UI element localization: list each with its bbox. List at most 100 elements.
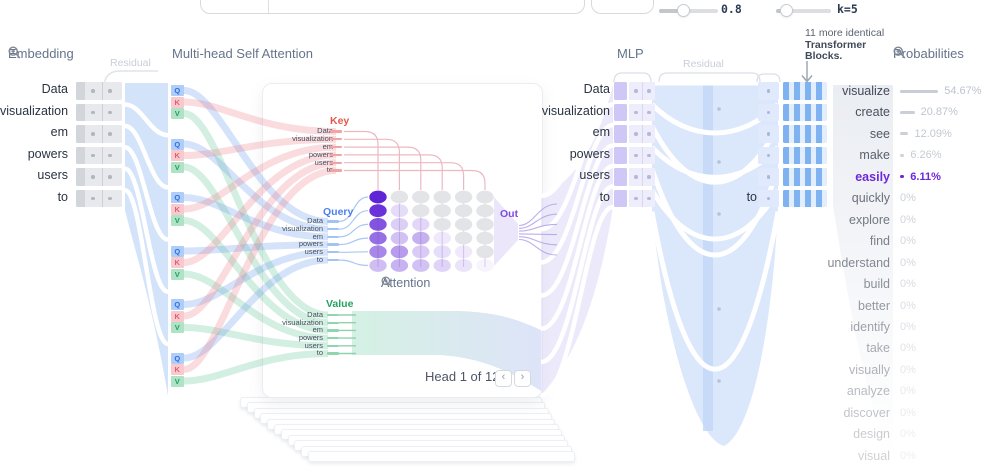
value-token-label: visualization [282, 317, 323, 327]
probabilities-zoom-icon[interactable] [893, 46, 906, 59]
topk-slider[interactable] [776, 4, 831, 17]
key-section-label: Key [330, 115, 350, 127]
temperature-slider-handle[interactable] [677, 4, 690, 17]
probability-row[interactable]: build 0% [780, 275, 984, 293]
attention-matrix-cell[interactable] [369, 218, 387, 231]
attention-matrix-cell[interactable] [412, 231, 430, 245]
attention-matrix-cell[interactable] [454, 190, 473, 204]
attention-matrix-cell[interactable] [433, 231, 451, 245]
probabilities-title: Probabilities [893, 46, 964, 61]
query-ribbon [183, 256, 329, 362]
transformer-blocks-stripe [783, 189, 827, 208]
probability-bar [900, 132, 909, 136]
attention-matrix-cell[interactable] [390, 245, 409, 259]
probability-row[interactable]: explore 0% [780, 211, 984, 229]
attention-matrix-cell[interactable] [454, 231, 473, 245]
attention-matrix-cell[interactable] [433, 259, 451, 272]
key-curve [344, 162, 465, 190]
probability-row[interactable]: create 20.87% [780, 103, 984, 121]
attention-matrix-cell[interactable] [369, 245, 387, 259]
topk-slider-handle[interactable] [780, 4, 793, 17]
attention-matrix-cell[interactable] [390, 231, 409, 245]
prompt-input[interactable] [200, 0, 585, 14]
key-dash [330, 138, 342, 141]
key-token-label: powers [308, 149, 333, 159]
qkv-v-chip: V [170, 161, 184, 173]
probability-row[interactable]: make 6.26% [780, 146, 984, 164]
probability-row[interactable]: visually 0% [780, 361, 984, 379]
attention-matrix-cell[interactable] [390, 259, 409, 272]
attention-matrix-cell[interactable] [369, 259, 387, 272]
probability-row[interactable]: quickly 0% [780, 189, 984, 207]
attention-matrix-cell[interactable] [369, 190, 387, 204]
probability-row[interactable]: find 0% [780, 232, 984, 250]
mlp-vector-strip [614, 146, 627, 165]
attention-matrix-cell[interactable] [476, 218, 494, 231]
query-token-label: powers [298, 239, 323, 249]
probability-row[interactable]: better 0% [780, 297, 984, 315]
embedding-vector-box [76, 125, 122, 143]
attention-matrix-cell[interactable] [412, 190, 430, 204]
query-dash [327, 235, 339, 239]
attention-matrix-cell[interactable] [476, 245, 494, 259]
vector-dot [766, 110, 770, 115]
probability-row[interactable]: understand 0% [780, 254, 984, 272]
probability-row[interactable]: visualize 54.67% [780, 82, 984, 100]
attention-matrix-cell[interactable] [476, 231, 494, 245]
attention-matrix-cell[interactable] [390, 190, 409, 204]
probability-row[interactable]: analyze 0% [780, 382, 984, 400]
probability-word: see [869, 126, 890, 141]
probability-row[interactable]: see 12.09% [780, 125, 984, 143]
query-ribbon [183, 248, 329, 308]
attention-matrix-cell[interactable] [476, 204, 494, 218]
query-token-label: visualization [282, 224, 323, 233]
key-curve [344, 138, 400, 190]
probability-word: design [853, 427, 890, 442]
probability-row[interactable]: identify 0% [780, 318, 984, 336]
generate-button[interactable] [591, 0, 654, 14]
next-head-button[interactable]: › [514, 370, 531, 387]
attention-matrix-cell[interactable] [412, 204, 430, 218]
embedding-token-label: Data [41, 82, 68, 96]
attention-matrix-cell[interactable] [476, 259, 494, 272]
residual-label-left: Residual [110, 57, 151, 69]
attention-matrix-cell[interactable] [369, 204, 387, 218]
attention-matrix-cell[interactable] [454, 245, 473, 259]
prev-head-button[interactable]: ‹ [495, 370, 512, 387]
attention-matrix-cell[interactable] [433, 190, 451, 204]
probability-pct: 0% [900, 278, 916, 291]
attention-matrix-cell[interactable] [476, 190, 494, 204]
out-fan-gap [540, 143, 614, 298]
key-dash [330, 130, 342, 133]
attention-matrix-cell[interactable] [369, 231, 387, 245]
blocks-note-line1: 11 more identical [805, 27, 885, 39]
value-token-label: users [304, 340, 323, 350]
attention-matrix-cell[interactable] [412, 218, 430, 231]
probability-row[interactable]: discover 0% [780, 404, 984, 422]
qkv-q-chip: Q [170, 245, 184, 257]
out-line [518, 223, 558, 232]
attention-zoom-icon[interactable] [381, 276, 393, 288]
probability-row[interactable]: design 0% [780, 425, 984, 443]
probability-row[interactable]: visual 0% [780, 447, 984, 465]
temperature-slider[interactable] [659, 4, 718, 17]
attention-matrix-cell[interactable] [454, 259, 473, 272]
query-ribbon [183, 87, 329, 225]
attention-matrix-cell[interactable] [454, 204, 473, 218]
attention-matrix-cell[interactable] [390, 204, 409, 218]
attention-matrix-cell[interactable] [433, 204, 451, 218]
embedding-zoom-icon[interactable] [8, 46, 21, 59]
attention-matrix-cell[interactable] [412, 259, 430, 272]
probabilities-fan [833, 85, 893, 455]
attention-matrix-cell[interactable] [433, 218, 451, 231]
attention-matrix-cell[interactable] [433, 245, 451, 259]
residual-vertical-band [703, 83, 713, 431]
probability-bar [900, 175, 905, 179]
attention-matrix-cell[interactable] [454, 218, 473, 231]
attention-matrix-cell[interactable] [412, 245, 430, 259]
probability-row[interactable]: easily 6.11% [780, 168, 984, 186]
attention-matrix-cell[interactable] [390, 218, 409, 231]
probability-row[interactable]: take 0% [780, 339, 984, 357]
embedding-title: Embedding [8, 46, 74, 61]
